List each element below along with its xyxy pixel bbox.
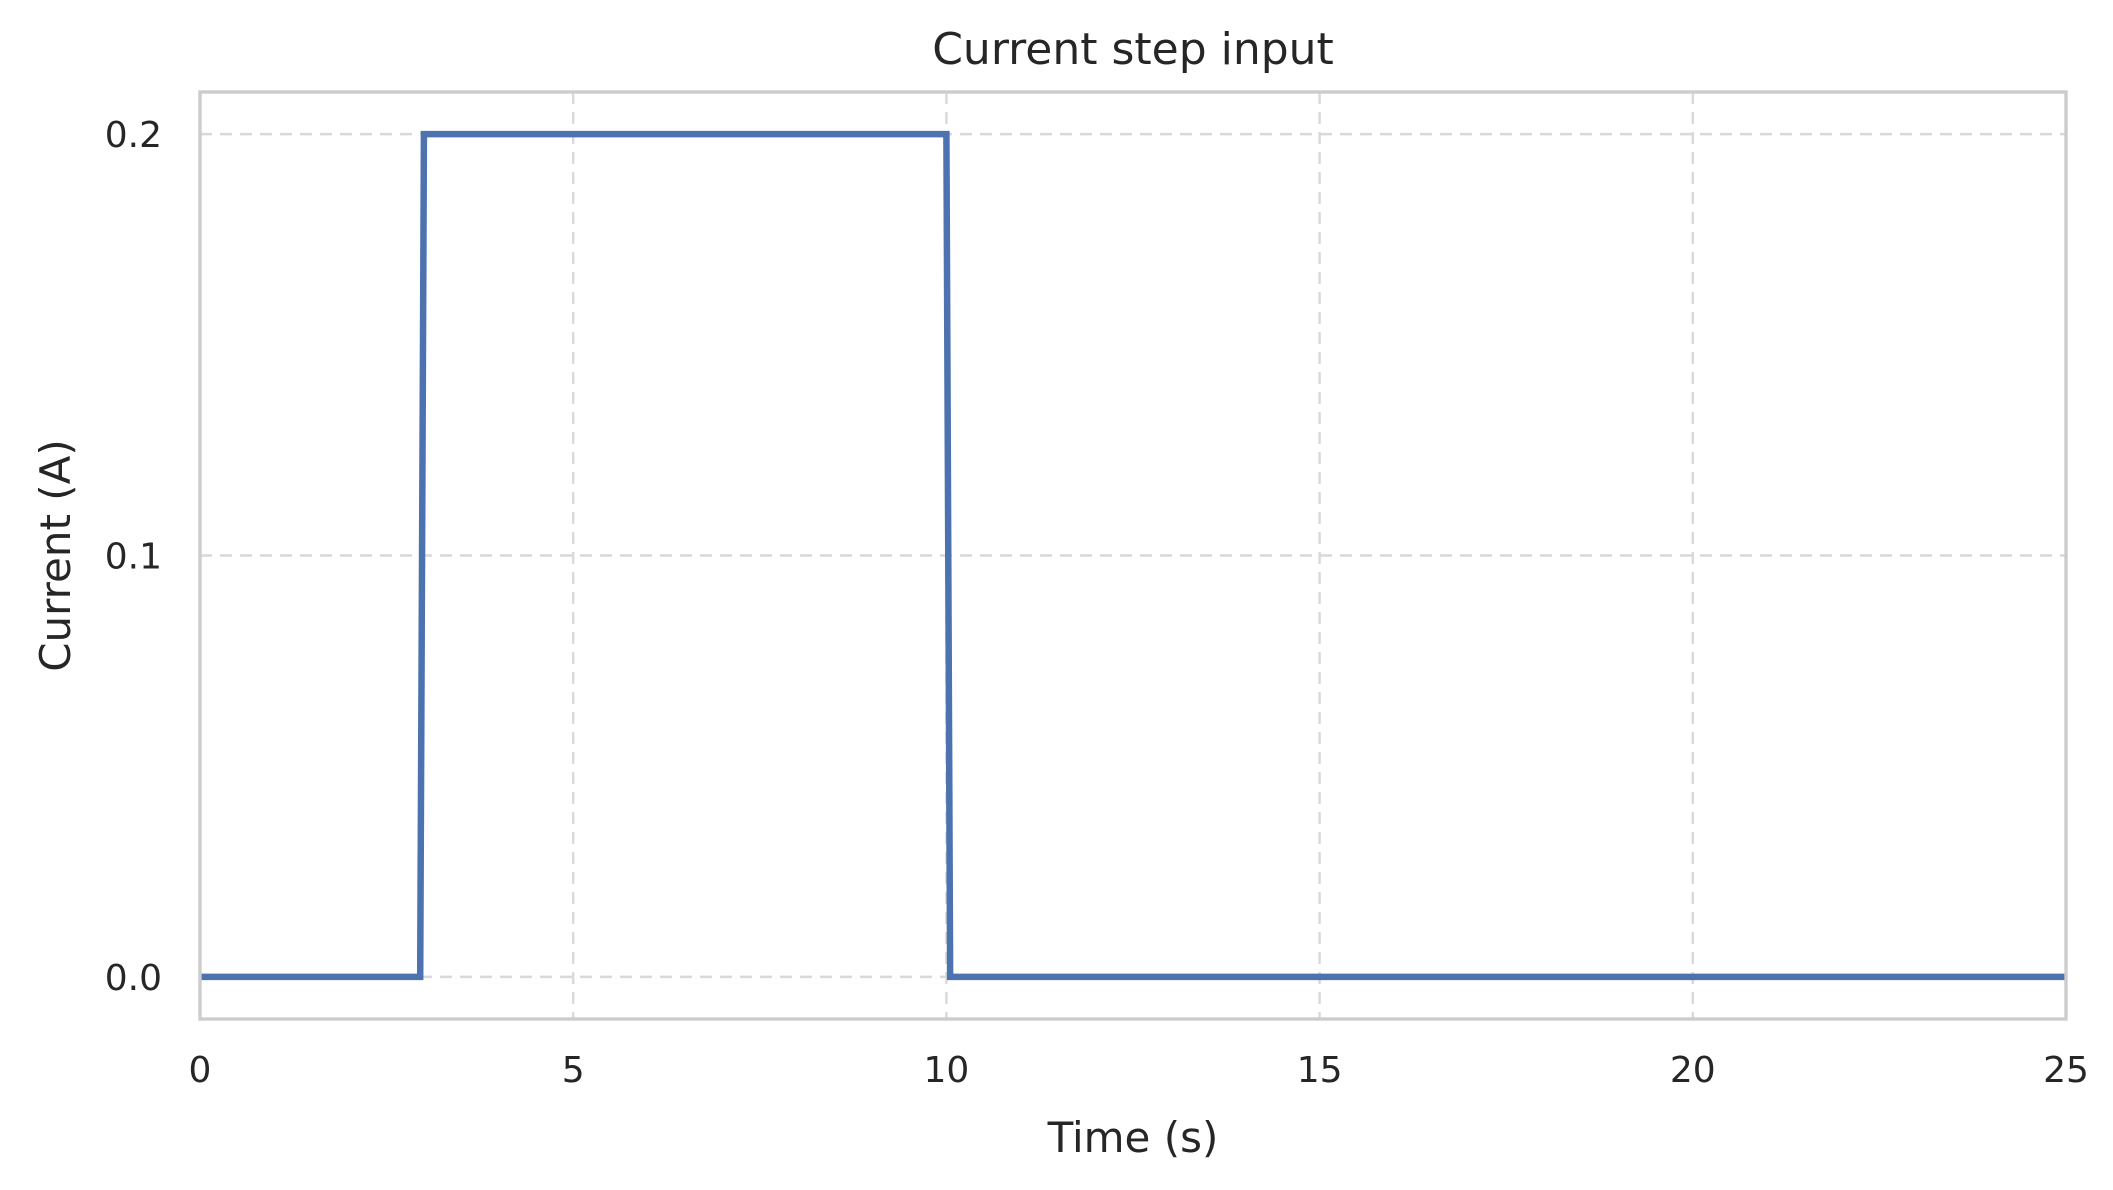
x-axis-label: Time (s) (1047, 1113, 1219, 1162)
y-tick-label: 0.2 (105, 115, 162, 156)
y-axis-label: Current (A) (31, 439, 80, 672)
y-tick-labels: 0.0 0.1 0.2 (105, 115, 162, 999)
x-tick-labels: 0 5 10 15 20 25 (189, 1050, 2089, 1091)
axes-frame (198, 90, 2068, 1021)
x-tick-label: 15 (1297, 1050, 1343, 1091)
x-tick-label: 25 (2043, 1050, 2089, 1091)
chart-title: Current step input (932, 24, 1334, 75)
x-tick-label: 10 (923, 1050, 969, 1091)
y-tick-label: 0.1 (105, 537, 162, 578)
grid-lines (198, 92, 2068, 1019)
y-tick-label: 0.0 (105, 958, 162, 999)
x-tick-label: 0 (189, 1050, 212, 1091)
x-tick-label: 20 (1670, 1050, 1716, 1091)
x-tick-label: 5 (562, 1050, 585, 1091)
series-line (200, 130, 2066, 981)
series-lines (200, 130, 2066, 981)
